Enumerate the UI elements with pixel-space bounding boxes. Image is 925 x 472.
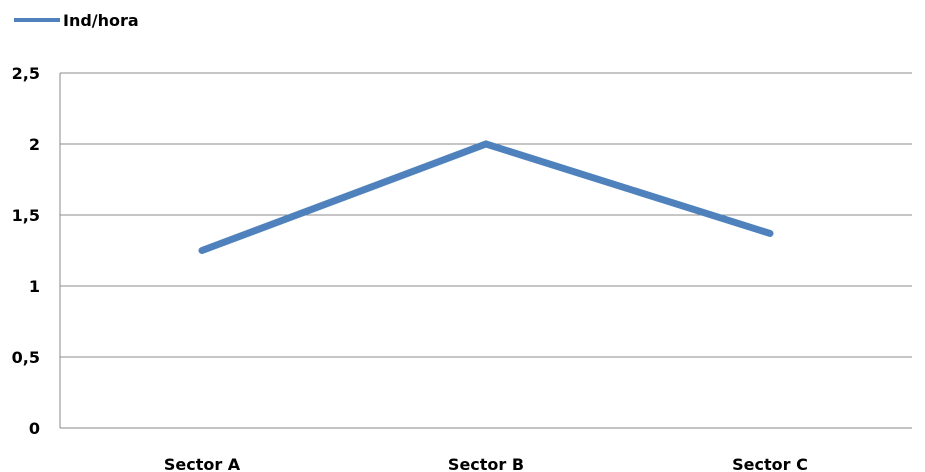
y-tick-label: 2	[29, 135, 40, 154]
y-tick-label: 2,5	[12, 64, 40, 83]
legend-label: Ind/hora	[63, 11, 139, 30]
x-tick-label: Sector C	[732, 455, 808, 472]
x-tick-label: Sector A	[164, 455, 241, 472]
x-axis-tick-labels: Sector A Sector B Sector C	[164, 455, 808, 472]
y-tick-label: 0	[29, 419, 40, 438]
y-axis-tick-labels: 0 0,5 1 1,5 2 2,5	[12, 64, 40, 438]
y-tick-label: 1,5	[12, 206, 40, 225]
x-tick-label: Sector B	[448, 455, 524, 472]
series-layer	[198, 140, 774, 254]
series-line	[198, 140, 774, 254]
y-tick-label: 1	[29, 277, 40, 296]
gridlines	[60, 72, 912, 429]
y-tick-label: 0,5	[12, 348, 40, 367]
legend: Ind/hora	[14, 11, 139, 30]
